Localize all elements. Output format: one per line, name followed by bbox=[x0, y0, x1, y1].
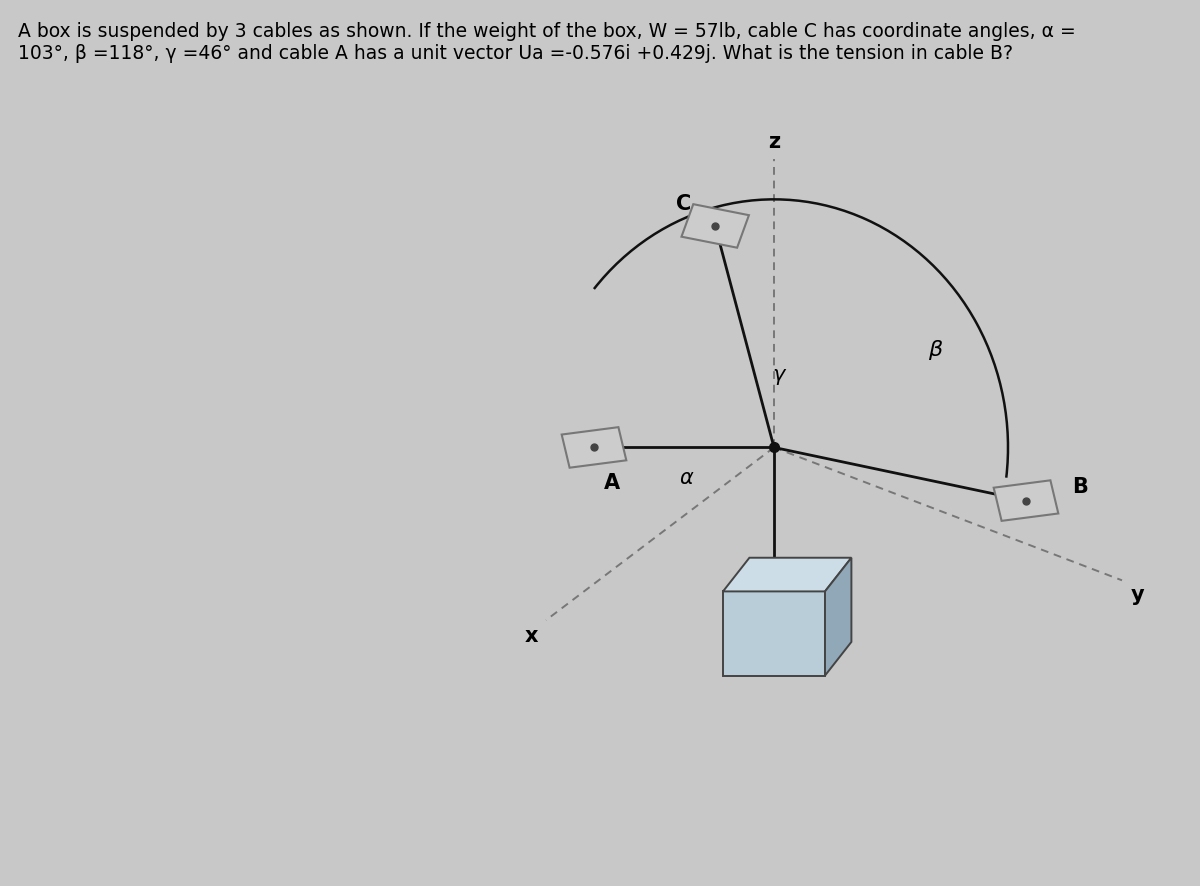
Polygon shape bbox=[826, 558, 852, 676]
Polygon shape bbox=[682, 204, 749, 248]
Polygon shape bbox=[994, 480, 1058, 521]
Text: $\gamma$: $\gamma$ bbox=[773, 367, 787, 386]
Text: A: A bbox=[604, 473, 620, 493]
Polygon shape bbox=[562, 427, 626, 468]
Text: y: y bbox=[1130, 586, 1145, 605]
Polygon shape bbox=[722, 558, 852, 592]
Text: C: C bbox=[677, 194, 691, 214]
Text: B: B bbox=[1072, 478, 1088, 497]
Text: $\beta$: $\beta$ bbox=[929, 338, 943, 362]
Text: 103°, β =118°, γ =46° and cable A has a unit vector Ua =-0.576i +0.429j. What is: 103°, β =118°, γ =46° and cable A has a … bbox=[18, 44, 1013, 63]
Text: z: z bbox=[768, 132, 780, 152]
Polygon shape bbox=[722, 592, 826, 676]
Text: $\alpha$: $\alpha$ bbox=[679, 469, 694, 488]
Text: x: x bbox=[524, 626, 539, 646]
Text: A box is suspended by 3 cables as shown. If the weight of the box, W = 57lb, cab: A box is suspended by 3 cables as shown.… bbox=[18, 22, 1075, 41]
